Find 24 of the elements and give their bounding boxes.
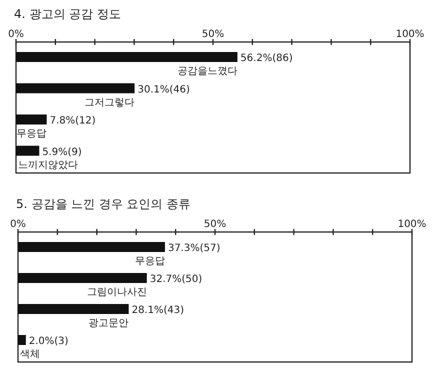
value-label: 37.3%(57) — [168, 243, 220, 254]
title: 5. 공감을 느낀 경우 요인의 종류 — [16, 197, 191, 211]
category-label: 느끼지않았다 — [18, 160, 78, 171]
title: 4. 광고의 공감 정도 — [14, 7, 121, 21]
category-label: 그저그렇다 — [84, 97, 135, 108]
tick-label: 0% — [10, 219, 26, 230]
value-label: 5.9%(9) — [42, 146, 82, 158]
category-label: 공감을느꼈다 — [177, 66, 238, 77]
value-label: 7.8%(12) — [50, 116, 96, 126]
category-label: 색체 — [20, 349, 40, 360]
tick-label: 50% — [204, 219, 226, 230]
category-label: 그림이나사진 — [86, 287, 147, 298]
tick-label: 100% — [398, 219, 426, 230]
value-label: 56.2%(86) — [240, 53, 293, 64]
value-label: 32.7%(50) — [150, 274, 202, 285]
category-label: 무응답 — [134, 256, 165, 267]
tick-label: 0% — [8, 29, 24, 40]
category-label: 무응답 — [16, 128, 47, 140]
value-label: 2.0%(3) — [28, 336, 68, 347]
tick-label: 50% — [202, 29, 224, 40]
value-label: 30.1%(46) — [138, 84, 190, 96]
value-label: 28.1%(43) — [132, 305, 184, 316]
tick-label: 100% — [396, 29, 424, 40]
category-label: 광고문안 — [88, 318, 129, 329]
